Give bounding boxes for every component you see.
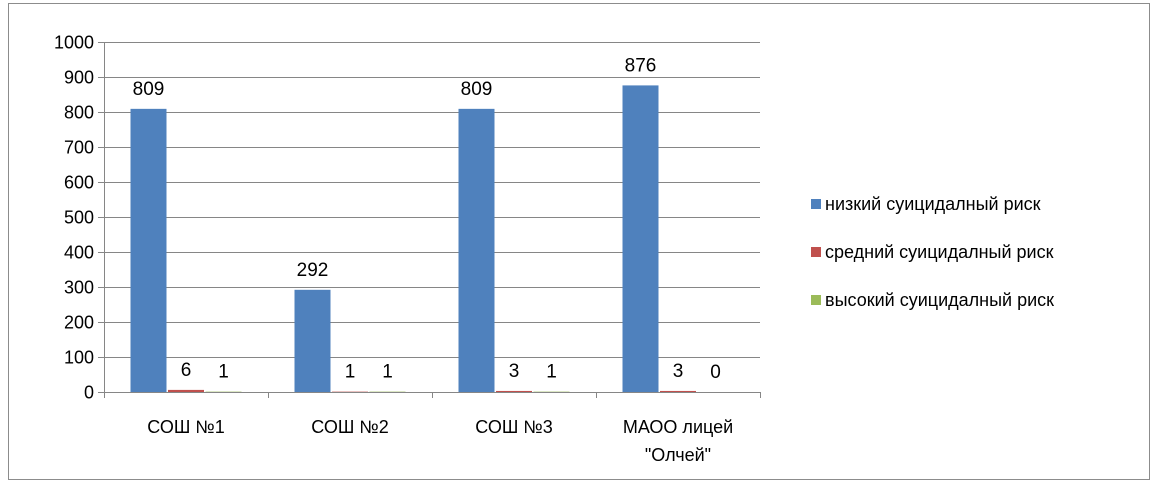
y-tick-label: 0: [84, 383, 94, 403]
y-tick-label: 100: [64, 348, 94, 368]
y-tick-label: 900: [64, 68, 94, 88]
x-tick-label: СОШ №2: [311, 417, 388, 437]
bar: [459, 109, 495, 392]
y-tick-label: 300: [64, 278, 94, 298]
data-label: 876: [625, 55, 657, 76]
data-label: 809: [133, 79, 165, 100]
y-tick-label: 400: [64, 243, 94, 263]
legend: низкий суицидалный риск средний суицидалн…: [811, 194, 1054, 310]
bar: [623, 85, 659, 392]
data-label: 1: [345, 362, 356, 383]
x-tick-label: СОШ №3: [475, 417, 552, 437]
bar: [131, 109, 167, 392]
data-label: 809: [461, 79, 493, 100]
y-tick-label: 1000: [54, 33, 94, 53]
bar: [660, 391, 696, 392]
legend-swatch: [811, 199, 821, 209]
legend-label: высокий суицидалный риск: [825, 290, 1054, 310]
data-label: 3: [509, 361, 520, 382]
data-label: 0: [710, 362, 721, 383]
x-tick-label: СОШ №1: [147, 417, 224, 437]
y-tick-label: 800: [64, 103, 94, 123]
y-tick-label: 600: [64, 173, 94, 193]
data-label: 6: [181, 360, 192, 381]
y-tick-label: 200: [64, 313, 94, 333]
legend-label: средний суицидалный риск: [825, 242, 1054, 262]
legend-swatch: [811, 295, 821, 305]
legend-label: низкий суицидалный риск: [825, 194, 1041, 214]
data-label: 3: [673, 361, 684, 382]
data-label: 1: [382, 362, 393, 383]
x-tick-label: МАОО лицей: [623, 417, 733, 437]
x-tick-label: "Олчей": [645, 445, 711, 465]
data-label: 1: [218, 362, 229, 383]
bar: [496, 391, 532, 392]
bar: [295, 290, 331, 392]
data-label: 292: [297, 260, 329, 281]
data-label: 1: [546, 362, 557, 383]
bar: [168, 390, 204, 392]
y-tick-label: 500: [64, 208, 94, 228]
y-tick-label: 700: [64, 138, 94, 158]
legend-swatch: [811, 247, 821, 257]
